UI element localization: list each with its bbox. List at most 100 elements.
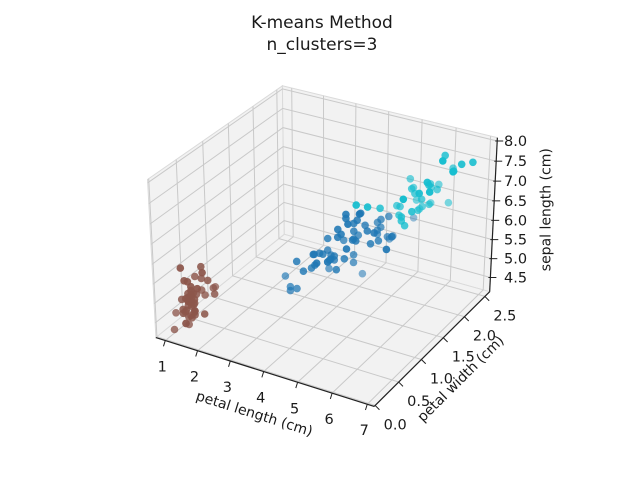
scatter-point	[414, 206, 422, 215]
scatter-point	[342, 245, 351, 253]
scatter-point	[182, 294, 190, 303]
y-tick-label: 0.5	[407, 394, 430, 410]
scatter-point	[397, 213, 406, 221]
scatter-point	[352, 201, 361, 209]
scatter-point	[200, 310, 209, 318]
grid-line	[149, 127, 496, 225]
grid-line	[297, 119, 423, 383]
scatter-point	[185, 320, 193, 329]
scatter-point	[170, 325, 179, 334]
scatter-point	[374, 237, 383, 245]
scatter-point	[312, 259, 321, 268]
scatter-point	[198, 268, 206, 277]
grid-line	[148, 107, 497, 205]
scatter-point	[299, 267, 308, 276]
grid-line	[263, 111, 390, 372]
grid-line	[252, 106, 465, 318]
scatter-point	[409, 214, 418, 222]
axis-lines	[155, 137, 498, 407]
y-tick-mark	[442, 337, 448, 343]
grid-line	[164, 87, 294, 341]
scatter-point	[197, 262, 205, 271]
scatter-point	[444, 198, 453, 207]
y-axis-line	[373, 291, 491, 407]
scatter-point	[377, 215, 385, 224]
scatter-point	[407, 185, 416, 193]
scatter-point	[439, 157, 447, 165]
x-axis-line	[155, 336, 375, 407]
z-tick-label: 7.5	[504, 154, 527, 170]
grid-line	[331, 127, 457, 394]
scatter-point	[344, 220, 352, 228]
scatter-point	[385, 212, 393, 221]
scatter-point	[292, 257, 301, 266]
scatter-point	[319, 250, 327, 258]
scatter-point	[293, 284, 301, 293]
grid-line	[276, 89, 486, 297]
scatter-point	[415, 189, 424, 198]
chart-title-line1: K-means Method	[251, 13, 393, 33]
scatter-point	[323, 234, 332, 243]
scatter-point	[433, 185, 442, 194]
scatter-point	[182, 306, 191, 315]
scatter-point	[340, 254, 349, 263]
scatter-point	[383, 233, 392, 241]
scatter-point	[350, 227, 358, 236]
scatter-point	[358, 269, 367, 278]
grid-line	[366, 136, 492, 405]
x-tick-label: 4	[256, 391, 265, 407]
grid-line	[148, 178, 376, 406]
scatter-point	[286, 282, 295, 291]
scatter-point	[309, 250, 318, 259]
y-tick-label: 1.5	[452, 350, 475, 366]
y-tick-label: 2.5	[493, 308, 516, 324]
grid-line	[153, 201, 492, 305]
z-axis-label: sepal length (cm)	[539, 148, 555, 271]
z-tick-label: 5.0	[504, 252, 527, 268]
tick-marks	[163, 140, 504, 411]
scatter-point	[176, 264, 185, 272]
scatter-point	[408, 207, 416, 216]
scatter-point	[363, 227, 372, 235]
x-tick-mark	[364, 404, 368, 411]
z-tick-label: 7.0	[504, 174, 527, 190]
grid-line	[147, 88, 498, 184]
scatter-point	[203, 276, 212, 285]
x-tick-mark	[163, 340, 166, 347]
scatter-point	[342, 210, 350, 219]
x-tick-mark	[329, 392, 333, 400]
y-tick-mark	[464, 316, 470, 322]
scatter-point	[370, 229, 378, 237]
scatter-point	[172, 309, 180, 317]
scatter-point	[339, 236, 348, 245]
z-tick-label: 6.5	[504, 194, 527, 210]
scatter-point	[425, 188, 434, 196]
scatter-point	[332, 265, 341, 274]
scatter-point	[361, 221, 369, 230]
scatter-point	[325, 264, 333, 273]
scatter-point	[325, 256, 334, 264]
scatter-point	[191, 272, 199, 281]
y-tick-label: 2.0	[473, 329, 496, 345]
x-tick-label: 1	[158, 360, 167, 376]
z-tick-label: 8.0	[504, 134, 527, 150]
scatter-point	[281, 272, 290, 280]
scatter-point	[353, 216, 362, 225]
scatter-point	[197, 274, 206, 283]
chart-title-line2: n_clusters=3	[266, 35, 377, 55]
scatter-point	[423, 178, 432, 187]
scatter-point	[382, 245, 391, 254]
scatter-point	[349, 251, 358, 259]
y-tick-label: 1.0	[430, 371, 453, 387]
scatter-points	[170, 151, 477, 334]
x-tick-mark	[295, 382, 299, 389]
z-tick-label: 6.0	[504, 213, 527, 229]
x-tick-label: 6	[325, 412, 334, 428]
z-tick-label: 4.5	[504, 270, 527, 286]
y-tick-label: 0.0	[384, 417, 407, 433]
scatter-point	[457, 160, 466, 169]
scatter-point	[417, 195, 426, 204]
y-tick-mark	[421, 359, 427, 365]
